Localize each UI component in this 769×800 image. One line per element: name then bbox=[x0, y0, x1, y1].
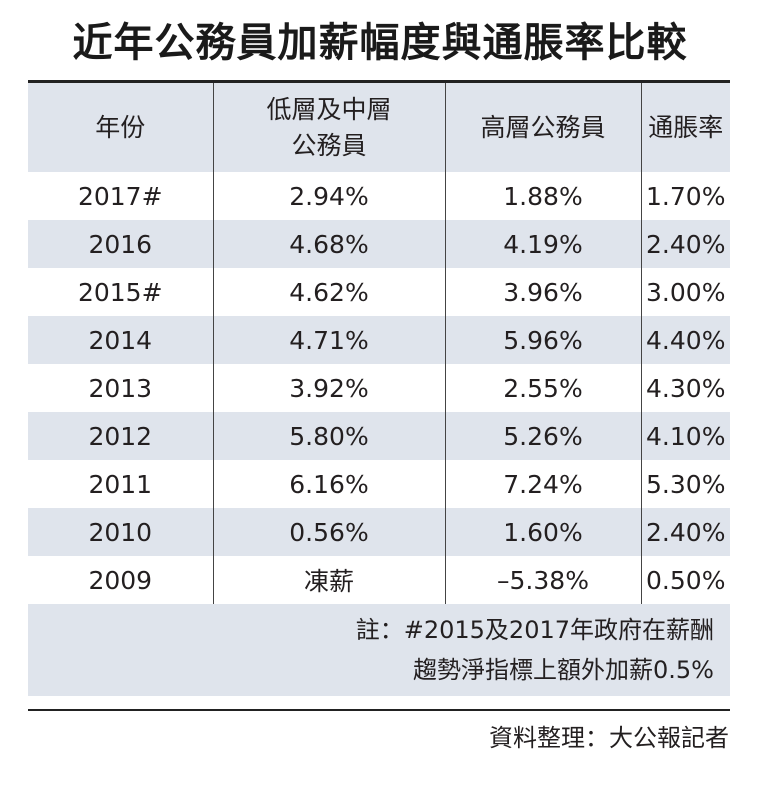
cell-high: 4.19% bbox=[444, 220, 641, 268]
cell-low-mid: 4.68% bbox=[212, 220, 445, 268]
cell-year: 2009 bbox=[88, 565, 153, 595]
table-row: 2011 6.16% 7.24% 5.30% bbox=[28, 460, 730, 508]
cell-inflation: 4.10% bbox=[640, 412, 730, 460]
cell-year: 2013 bbox=[88, 373, 153, 403]
cell-low-mid: 3.92% bbox=[212, 364, 445, 412]
footnote-line2: 趨勢淨指標上額外加薪0.5% bbox=[413, 656, 714, 684]
header-low-mid: 低層及中層 公務員 bbox=[212, 83, 445, 172]
header-low-mid-line1: 低層及中層 bbox=[266, 94, 392, 124]
cell-low-mid: 4.62% bbox=[212, 268, 445, 316]
header-year: 年份 bbox=[28, 83, 213, 172]
cell-year: 2015# bbox=[77, 277, 163, 307]
top-rule bbox=[28, 80, 730, 83]
cell-inflation: 4.30% bbox=[640, 364, 730, 412]
cell-low-mid: 2.94% bbox=[212, 172, 445, 220]
cell-inflation: 3.00% bbox=[640, 268, 730, 316]
cell-high: 5.26% bbox=[444, 412, 641, 460]
cell-inflation: 2.40% bbox=[640, 220, 730, 268]
page-title: 近年公務員加薪幅度與通脹率比較 bbox=[72, 19, 688, 66]
source-credit: 資料整理：大公報記者 bbox=[489, 724, 729, 752]
cell-year: 2016 bbox=[28, 220, 213, 268]
cell-high: 3.96% bbox=[444, 268, 641, 316]
footnote: 註：#2015及2017年政府在薪酬 趨勢淨指標上額外加薪0.5% bbox=[28, 604, 730, 696]
cell-low-mid: 6.16% bbox=[212, 460, 445, 508]
cell-year: 2011 bbox=[88, 469, 153, 499]
cell-low-mid: 4.71% bbox=[212, 316, 445, 364]
cell-inflation: 0.50% bbox=[640, 556, 730, 604]
cell-high: 1.60% bbox=[444, 508, 641, 556]
cell-year: 2010 bbox=[28, 508, 213, 556]
cell-high: –5.38% bbox=[444, 556, 641, 604]
cell-inflation: 5.30% bbox=[640, 460, 730, 508]
cell-low-mid: 0.56% bbox=[212, 508, 445, 556]
header-low-mid-line2: 公務員 bbox=[291, 130, 367, 160]
cell-year: 2012 bbox=[28, 412, 213, 460]
table-row: 2016 4.68% 4.19% 2.40% bbox=[28, 220, 730, 268]
cell-high: 5.96% bbox=[444, 316, 641, 364]
cell-low-mid: 5.80% bbox=[212, 412, 445, 460]
table-row: 2013 3.92% 2.55% 4.30% bbox=[28, 364, 730, 412]
cell-inflation: 4.40% bbox=[640, 316, 730, 364]
table-row: 2009 凍薪 –5.38% 0.50% bbox=[28, 556, 730, 604]
header-row: 年份 低層及中層 公務員 高層公務員 通脹率 bbox=[28, 83, 730, 172]
table-row: 2017# 2.94% 1.88% 1.70% bbox=[28, 172, 730, 220]
bottom-rule bbox=[28, 709, 730, 711]
cell-year: 2017# bbox=[77, 181, 163, 211]
cell-high: 2.55% bbox=[444, 364, 641, 412]
table-row: 2010 0.56% 1.60% 2.40% bbox=[28, 508, 730, 556]
header-inflation: 通脹率 bbox=[640, 83, 730, 172]
header-high: 高層公務員 bbox=[444, 83, 641, 172]
cell-year: 2014 bbox=[28, 316, 213, 364]
comparison-table: 年份 低層及中層 公務員 高層公務員 通脹率 2017# 2.94% 1.88%… bbox=[28, 83, 730, 696]
cell-high: 1.88% bbox=[444, 172, 641, 220]
cell-high: 7.24% bbox=[444, 460, 641, 508]
cell-low-mid: 凍薪 bbox=[212, 556, 445, 604]
footnote-line1: 註：#2015及2017年政府在薪酬 bbox=[355, 616, 714, 644]
cell-inflation: 2.40% bbox=[640, 508, 730, 556]
cell-inflation: 1.70% bbox=[640, 172, 730, 220]
table-row: 2014 4.71% 5.96% 4.40% bbox=[28, 316, 730, 364]
table-row: 2015# 4.62% 3.96% 3.00% bbox=[28, 268, 730, 316]
note-row: 註：#2015及2017年政府在薪酬 趨勢淨指標上額外加薪0.5% bbox=[28, 604, 730, 696]
table-row: 2012 5.80% 5.26% 4.10% bbox=[28, 412, 730, 460]
